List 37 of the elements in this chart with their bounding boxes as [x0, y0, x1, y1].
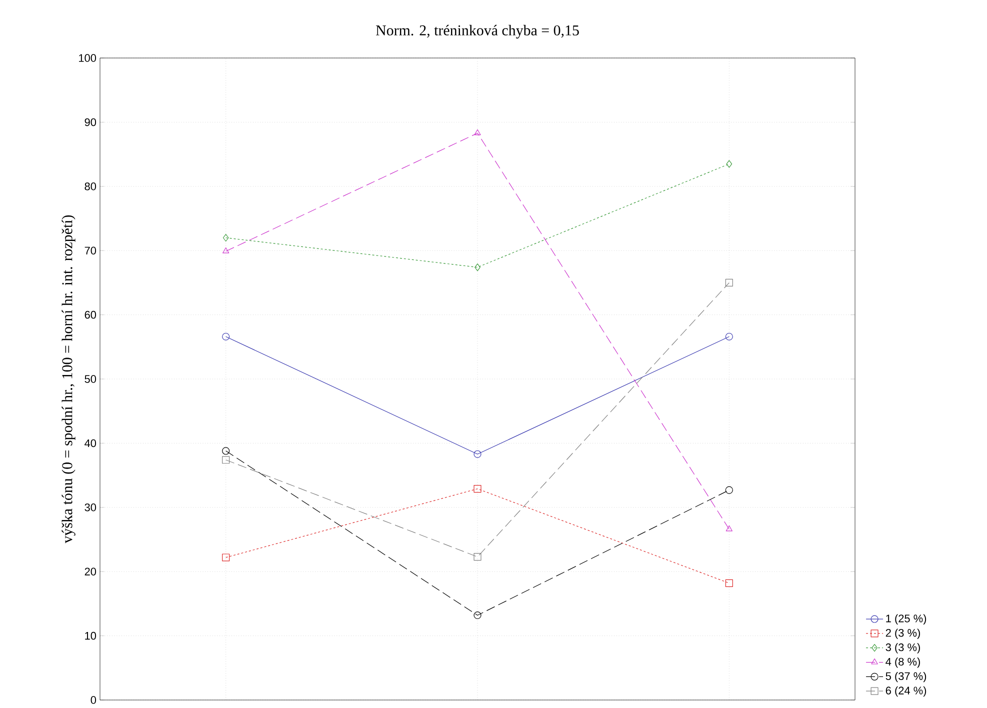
point: [474, 450, 482, 458]
point: [222, 456, 230, 464]
y-tick-label: 20: [84, 568, 96, 576]
point: [222, 447, 230, 455]
y-tick-label: 100: [79, 54, 96, 62]
point: [474, 484, 482, 493]
point: [222, 554, 230, 562]
legend-label: 2 (3 %): [886, 628, 920, 639]
point: [222, 247, 230, 254]
point: [474, 553, 482, 561]
legend-label: 1 (25 %): [886, 614, 926, 625]
y-tick-label: 0: [90, 696, 96, 704]
legend-label: 6 (24 %): [886, 686, 926, 697]
point: [726, 525, 732, 532]
legend-label: 5 (37 %): [886, 672, 926, 682]
legend-label: 4 (8 %): [886, 658, 920, 668]
y-tick-label: 40: [84, 439, 96, 448]
legend-label: 3 (3 %): [886, 643, 920, 654]
y-tick-label: 90: [84, 118, 96, 126]
y-tick-label: 60: [84, 310, 96, 319]
point: [474, 611, 482, 620]
point: [725, 332, 733, 340]
y-tick-label: 10: [85, 632, 96, 640]
point: [474, 264, 480, 272]
y-axis-title: výška tónu (0 = spodní hr., 100 = horní hr. int. rozpětí): [62, 215, 76, 544]
point: [222, 234, 229, 242]
point: [725, 278, 733, 286]
y-tick-label: 30: [84, 504, 96, 512]
chart-title: Norm. 2, tréninková chyba = 0,15: [376, 24, 579, 38]
point: [725, 486, 733, 494]
y-tick-label: 80: [84, 182, 96, 190]
y-tick-label: 50: [84, 375, 96, 383]
point: [474, 129, 481, 136]
y-tick-label: 70: [84, 246, 96, 254]
point: [726, 160, 732, 168]
point: [222, 332, 230, 340]
point: [725, 579, 733, 587]
